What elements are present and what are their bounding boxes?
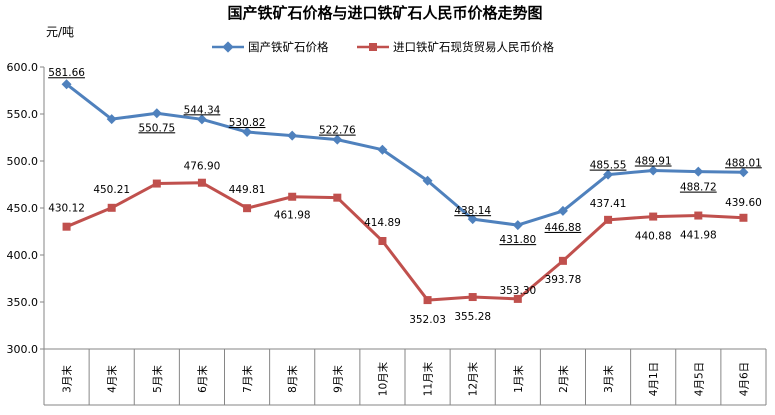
x-tick-label: 11月末	[422, 361, 435, 396]
data-label: 430.12	[48, 203, 85, 215]
x-tick-label: 6月末	[196, 365, 209, 393]
x-tick-label: 4月1日	[648, 362, 660, 396]
legend-marker-import	[369, 43, 377, 51]
x-tick-label: 3月末	[602, 365, 615, 393]
data-point-domestic	[693, 166, 704, 177]
data-point-import	[558, 256, 567, 265]
y-tick-label: 300.0	[7, 343, 39, 356]
data-point-import	[423, 296, 432, 305]
data-label: 485.55	[590, 160, 627, 172]
data-label: 438.14	[454, 205, 491, 217]
x-tick-label: 4月末	[106, 365, 119, 393]
data-point-import	[513, 294, 522, 303]
x-tick-label: 4月5日	[693, 362, 705, 396]
x-tick-label: 9月末	[331, 365, 344, 393]
data-point-domestic	[242, 127, 253, 138]
x-tick-label: 3月末	[61, 365, 74, 393]
data-point-domestic	[603, 169, 614, 180]
data-label: 446.88	[545, 222, 582, 234]
data-label: 355.28	[454, 311, 491, 323]
legend-marker-domestic	[222, 41, 234, 53]
data-point-import	[152, 179, 161, 188]
data-labels-layer: 581.66 550.75 544.34 530.82 522.76 438.14 431.…	[48, 67, 762, 326]
data-label: 544.34	[184, 104, 221, 116]
data-point-domestic	[287, 130, 298, 141]
y-tick-label: 500.0	[7, 155, 39, 168]
x-tick-label: 12月末	[467, 361, 480, 396]
data-label: 353.30	[499, 285, 536, 297]
data-label: 450.21	[93, 184, 130, 196]
data-point-domestic	[377, 144, 388, 155]
data-point-domestic	[332, 134, 343, 145]
data-label: 488.72	[680, 182, 717, 194]
x-tick-label: 4月6日	[738, 362, 750, 396]
data-label: 489.91	[635, 155, 672, 167]
data-label: 488.01	[725, 157, 762, 169]
data-label: 441.98	[680, 230, 717, 242]
data-label: 440.88	[635, 231, 672, 243]
legend: 国产铁矿石价格 进口铁矿石现货贸易人民币价格	[212, 40, 554, 54]
x-tick-label: 5月末	[151, 365, 164, 393]
series-line-import	[65, 181, 744, 302]
data-point-import	[62, 222, 71, 231]
data-point-domestic	[61, 79, 72, 90]
data-point-domestic	[106, 114, 117, 125]
data-label: 449.81	[229, 184, 266, 196]
y-tick-label: 350.0	[7, 296, 39, 309]
y-axis-unit: 元/吨	[46, 25, 74, 39]
data-label: 393.78	[545, 274, 582, 286]
data-label: 476.90	[184, 161, 221, 173]
data-point-import	[107, 203, 116, 212]
data-point-import	[739, 213, 748, 222]
data-point-domestic	[467, 214, 478, 225]
data-point-import	[378, 237, 387, 246]
data-label: 352.03	[409, 314, 446, 326]
y-tick-label: 550.0	[7, 108, 39, 121]
x-tick-label: 7月末	[241, 365, 254, 393]
data-point-import	[243, 204, 252, 213]
data-point-import	[694, 211, 703, 220]
data-point-domestic	[151, 108, 162, 119]
data-label: 414.89	[364, 217, 401, 229]
chart-title: 国产铁矿石价格与进口铁矿石人民币价格走势图	[227, 4, 542, 22]
series-layer	[61, 79, 749, 305]
x-tick-label: 10月末	[376, 361, 389, 396]
data-point-import	[288, 192, 297, 201]
data-point-import	[649, 212, 658, 221]
series-line-domestic	[65, 83, 744, 227]
y-tick-label: 400.0	[7, 249, 39, 262]
x-tick-label: 1月末	[512, 365, 525, 393]
data-label: 439.60	[725, 197, 762, 209]
data-label: 437.41	[590, 198, 627, 210]
data-label: 431.80	[499, 234, 536, 246]
x-tick-label: 2月末	[557, 365, 570, 393]
data-point-domestic	[512, 220, 523, 231]
data-label: 461.98	[274, 210, 311, 222]
data-point-import	[333, 193, 342, 202]
data-point-domestic	[557, 205, 568, 216]
data-point-import	[604, 215, 613, 224]
data-label: 550.75	[138, 122, 175, 134]
data-point-import	[197, 178, 206, 187]
data-label: 522.76	[319, 125, 356, 137]
data-label: 530.82	[229, 117, 266, 129]
data-point-domestic	[422, 175, 433, 186]
data-point-domestic	[196, 114, 207, 125]
data-point-domestic	[738, 167, 749, 178]
legend-label-import: 进口铁矿石现货贸易人民币价格	[393, 40, 554, 54]
y-tick-label: 600.0	[7, 61, 39, 74]
x-tick-label: 8月末	[286, 365, 299, 393]
axes: 300.0 350.0 400.0 450.0 500.0 550.0 600.0 3月末 4月…	[7, 61, 767, 406]
y-tick-label: 450.0	[7, 202, 39, 215]
data-point-import	[468, 293, 477, 302]
data-label: 581.66	[48, 67, 85, 79]
data-point-domestic	[648, 165, 659, 176]
legend-label-domestic: 国产铁矿石价格	[248, 40, 329, 54]
